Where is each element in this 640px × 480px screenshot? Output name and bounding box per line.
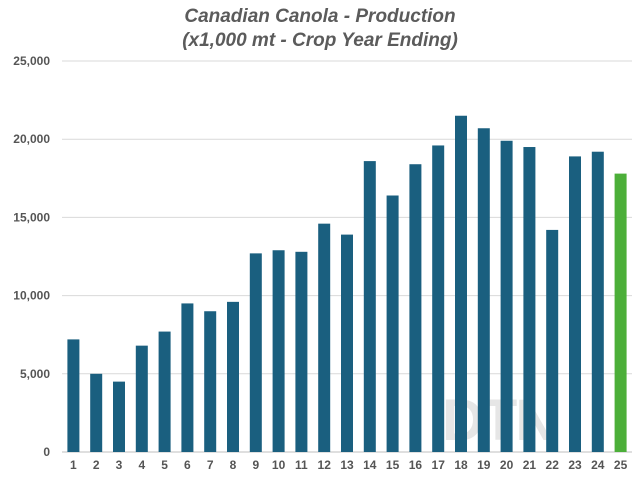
x-tick-label: 16 (409, 458, 423, 472)
bar-layer (67, 115, 627, 453)
x-tick-label: 17 (432, 458, 446, 472)
x-tick-label: 6 (184, 458, 191, 472)
y-tick-label: 25,000 (13, 54, 50, 68)
y-tick-label: 0 (43, 445, 50, 459)
y-tick-label: 20,000 (13, 132, 50, 146)
x-tick-label: 18 (454, 458, 468, 472)
x-tick-label: 8 (230, 458, 237, 472)
bar (523, 147, 536, 452)
bar (409, 164, 422, 452)
bar (386, 195, 399, 452)
x-tick-label: 9 (252, 458, 259, 472)
chart-title-block: Canadian Canola - Production (x1,000 mt … (0, 5, 640, 53)
chart-title: Canadian Canola - Production (184, 6, 456, 27)
bar (249, 253, 262, 452)
x-tick-label: 19 (477, 458, 491, 472)
bar (455, 115, 467, 453)
x-tick-label: 3 (116, 458, 123, 472)
x-tick-label: 20 (500, 458, 514, 472)
x-tick-label: 10 (272, 458, 286, 472)
bar (614, 173, 627, 452)
bar (67, 339, 80, 452)
x-tick-label: 24 (591, 458, 605, 472)
x-tick-label: 12 (318, 458, 332, 472)
x-tick-label: 15 (386, 458, 400, 472)
x-tick-label: 4 (138, 458, 145, 472)
bar (432, 145, 445, 452)
x-tick-label: 23 (568, 458, 582, 472)
bar (569, 156, 581, 453)
y-tick-label: 15,000 (13, 210, 50, 224)
bar (477, 128, 490, 452)
bar (546, 229, 559, 452)
bar (90, 373, 103, 452)
bar (135, 345, 148, 452)
x-tick-label: 1 (70, 458, 77, 472)
x-tick-label: 5 (161, 458, 168, 472)
bar (158, 331, 171, 452)
bar (591, 151, 604, 452)
x-tick-label: 7 (207, 458, 214, 472)
x-tick-label: 11 (295, 458, 308, 472)
x-tick-label: 22 (546, 458, 560, 472)
y-tick-label: 5,000 (20, 367, 50, 381)
y-tick-label: 10,000 (13, 289, 50, 303)
bar (272, 250, 285, 452)
bar (204, 311, 217, 452)
bar (363, 161, 376, 452)
bar (181, 303, 194, 452)
bar (113, 381, 125, 452)
x-tick-label: 14 (363, 458, 377, 472)
x-tick-label: 21 (523, 458, 537, 472)
bar (341, 234, 353, 452)
bar (295, 251, 308, 452)
bar (500, 140, 513, 452)
chart-subtitle: (x1,000 mt - Crop Year Ending) (182, 30, 458, 51)
x-tick-label: 13 (340, 458, 354, 472)
bar (227, 301, 239, 452)
bar (318, 223, 331, 452)
x-tick-label: 2 (93, 458, 100, 472)
x-tick-label: 25 (614, 458, 628, 472)
